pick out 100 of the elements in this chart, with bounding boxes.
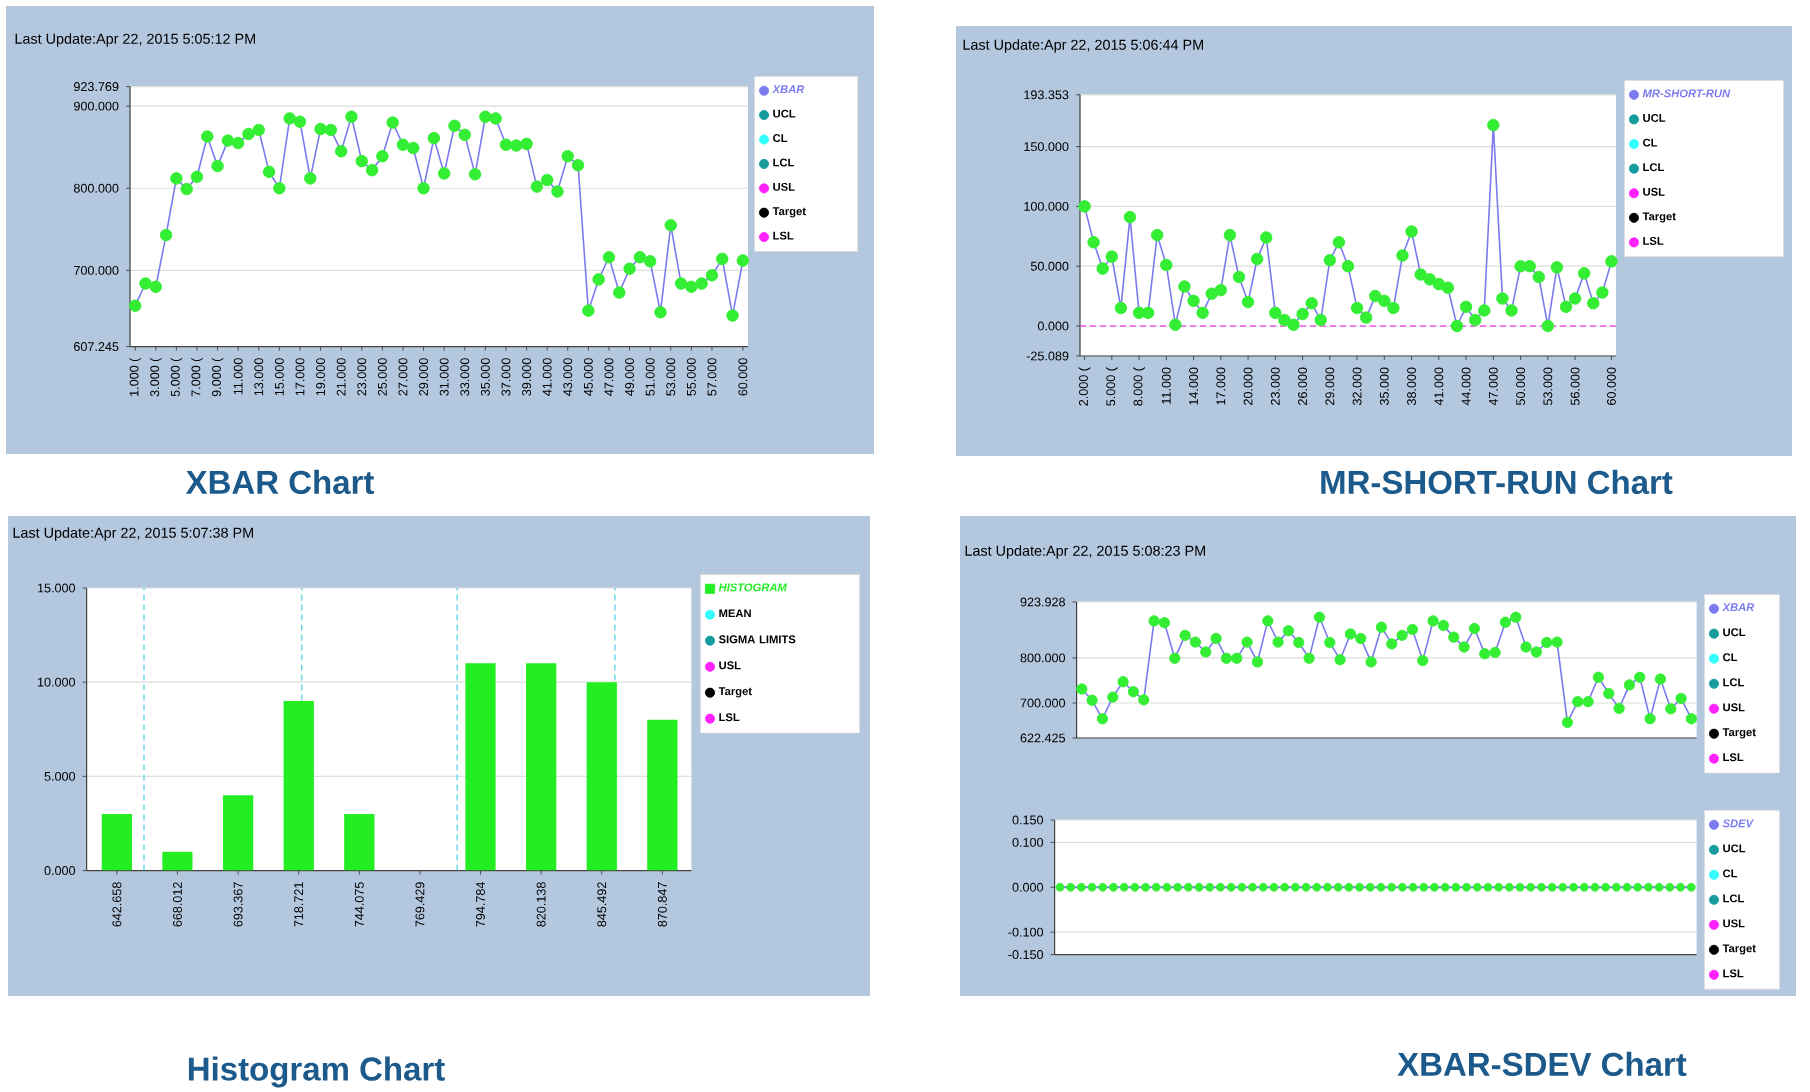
point	[1423, 273, 1436, 286]
point	[1365, 656, 1377, 668]
point	[510, 139, 523, 152]
point	[592, 273, 605, 286]
bar	[101, 814, 133, 871]
point	[1550, 261, 1564, 274]
point	[262, 165, 276, 179]
point	[365, 163, 379, 177]
point	[716, 252, 729, 266]
point	[726, 309, 739, 322]
point	[1179, 629, 1191, 641]
point	[1076, 683, 1088, 695]
point	[1087, 236, 1100, 249]
point	[540, 173, 554, 187]
point	[1231, 652, 1243, 664]
point	[1577, 267, 1591, 280]
point	[1344, 628, 1357, 640]
point	[1278, 313, 1291, 327]
point	[1359, 311, 1373, 324]
point	[1117, 676, 1129, 688]
point	[1334, 654, 1346, 666]
point	[170, 172, 183, 185]
point	[1496, 292, 1509, 305]
point	[1458, 641, 1470, 653]
point	[149, 280, 162, 294]
point	[437, 167, 451, 180]
point	[695, 277, 708, 290]
point	[1138, 694, 1150, 706]
point	[139, 277, 152, 290]
point	[1572, 696, 1584, 708]
point	[1369, 289, 1382, 303]
point	[1220, 652, 1233, 664]
point	[1127, 686, 1140, 698]
point	[201, 130, 214, 143]
point	[1568, 292, 1582, 305]
point	[1441, 281, 1455, 294]
point	[1378, 294, 1391, 308]
point	[468, 168, 482, 181]
point	[1605, 255, 1618, 268]
point	[159, 228, 173, 242]
point	[582, 304, 595, 317]
point	[1414, 268, 1427, 281]
point	[180, 182, 193, 196]
point	[1675, 692, 1687, 705]
point	[427, 131, 441, 145]
point	[1623, 679, 1636, 691]
point	[1505, 304, 1518, 317]
point	[1405, 225, 1418, 238]
point	[664, 219, 677, 232]
point	[221, 134, 235, 147]
point	[1148, 615, 1160, 627]
point	[252, 123, 265, 137]
point	[623, 262, 636, 275]
point	[293, 115, 307, 128]
point	[1468, 313, 1482, 327]
point	[1305, 297, 1318, 310]
point	[1355, 632, 1367, 645]
point	[1151, 228, 1164, 242]
point	[633, 251, 647, 264]
point	[499, 138, 513, 151]
point	[1086, 694, 1098, 706]
point	[1232, 270, 1246, 284]
point	[334, 145, 348, 158]
point	[1487, 118, 1500, 132]
point	[1196, 306, 1209, 320]
point	[1596, 286, 1609, 299]
point	[1386, 638, 1398, 650]
text: XBAR Chart	[185, 469, 374, 495]
point	[1323, 254, 1337, 267]
point	[1396, 629, 1408, 641]
point	[1644, 713, 1656, 725]
point	[1241, 295, 1255, 309]
point	[1510, 611, 1522, 623]
point	[1096, 713, 1109, 725]
point	[1437, 619, 1450, 631]
point	[386, 116, 399, 129]
point	[417, 182, 430, 195]
point	[242, 127, 255, 141]
text: XBAR-SDEV Chart	[1397, 1051, 1687, 1077]
point	[1313, 611, 1326, 623]
point	[396, 138, 410, 151]
point	[1561, 716, 1574, 728]
point	[1417, 654, 1429, 667]
point	[1210, 632, 1222, 645]
point	[231, 136, 245, 150]
point	[1665, 703, 1677, 715]
point	[520, 137, 533, 151]
point	[1107, 691, 1119, 703]
point	[211, 159, 224, 173]
point	[1324, 636, 1336, 649]
point	[1241, 636, 1253, 648]
point	[407, 141, 420, 155]
point	[1530, 646, 1543, 658]
point	[1332, 236, 1346, 249]
bar	[465, 663, 496, 871]
point	[1350, 301, 1364, 315]
point	[1427, 615, 1439, 627]
point	[1303, 652, 1315, 664]
point	[283, 112, 296, 125]
point	[1613, 702, 1625, 714]
